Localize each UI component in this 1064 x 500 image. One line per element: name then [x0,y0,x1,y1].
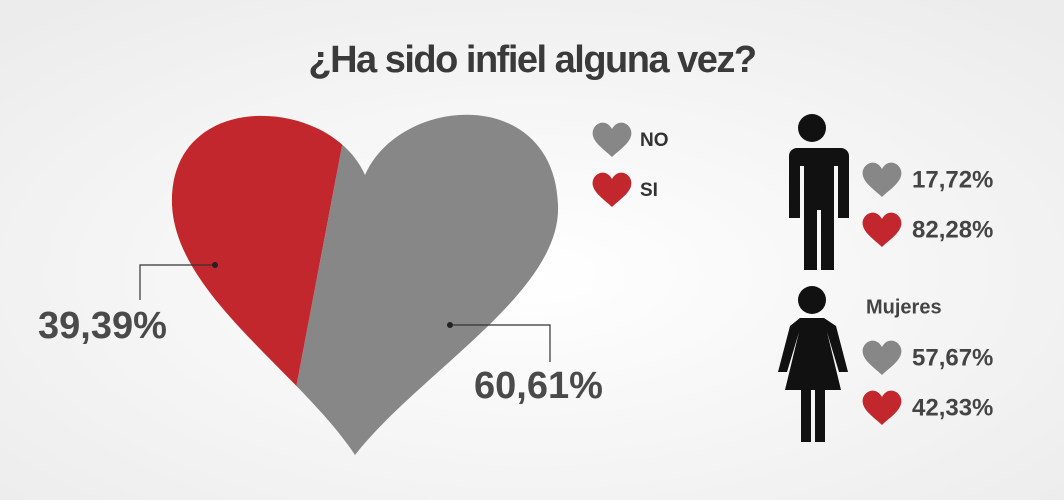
woman-icon [778,286,848,442]
man-icon [783,114,849,270]
leader-dot [212,262,218,268]
leader-dot [447,322,453,328]
group-value-label: 17,72% [912,166,993,193]
group-heart [862,340,902,375]
legend-heart [592,122,632,157]
group-name: Mujeres [866,296,942,318]
value-label: 39,39% [38,305,167,347]
legend-heart [592,172,632,207]
group-value-label: 82,28% [912,216,993,243]
group-value-label: 57,67% [912,344,993,371]
legend-label: SI [640,180,658,201]
legend-label: NO [640,130,669,151]
group-heart [862,162,902,197]
heart-segment [274,114,559,455]
chart-title: ¿Ha sido infiel alguna vez? [308,39,756,81]
group-value-label: 42,33% [912,394,993,421]
leader-line [450,324,551,362]
value-label: 60,61% [474,365,603,407]
group-heart [862,212,902,247]
leader-line [139,264,215,300]
group-heart [862,390,902,425]
